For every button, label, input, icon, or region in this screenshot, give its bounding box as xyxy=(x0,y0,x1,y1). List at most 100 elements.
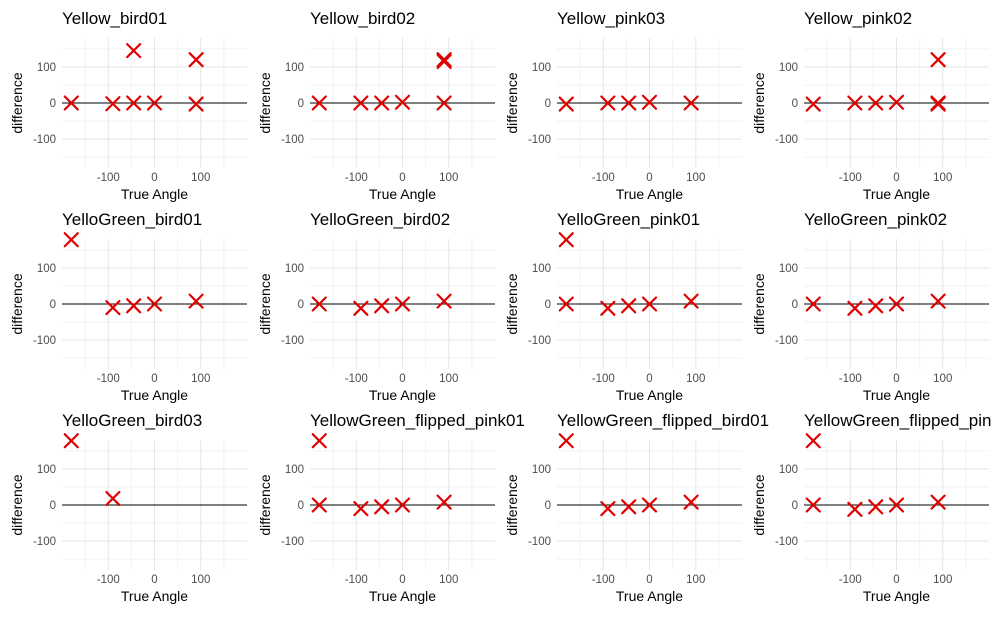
x-tick-label: 100 xyxy=(191,172,210,184)
data-point-x-mark xyxy=(374,298,390,314)
data-point-x-mark xyxy=(600,95,616,111)
chart-title: Yellow_pink02 xyxy=(804,9,912,28)
data-point-x-mark xyxy=(558,96,574,112)
data-point-x-mark xyxy=(311,296,327,312)
data-point-x-mark xyxy=(930,95,946,111)
x-tick-label: 0 xyxy=(151,574,157,586)
y-tick-label: 100 xyxy=(37,62,56,74)
data-point-x-mark xyxy=(805,96,821,112)
data-point-x-mark xyxy=(868,499,884,515)
chart-title: Yellow_bird01 xyxy=(62,9,167,28)
y-axis-label: difference xyxy=(751,273,767,334)
data-point-x-mark xyxy=(126,95,142,111)
x-axis-label: True Angle xyxy=(369,186,436,202)
y-axis-label: difference xyxy=(257,474,273,535)
y-tick-label: 0 xyxy=(298,500,304,512)
x-tick-label: 100 xyxy=(439,373,458,385)
y-tick-label: 100 xyxy=(779,263,798,275)
x-tick-label: 0 xyxy=(151,373,157,385)
data-point-x-mark xyxy=(641,94,658,110)
x-tick-label: 100 xyxy=(686,574,705,586)
data-point-x-mark xyxy=(621,298,637,314)
facet-panel: YellowGreen_flipped_pink01 -100 0 100 -100 0 1… xyxy=(257,411,525,604)
data-point-x-mark xyxy=(436,53,452,70)
x-tick-label: 0 xyxy=(151,172,157,184)
y-tick-label: 100 xyxy=(779,464,798,476)
x-tick-label: -100 xyxy=(97,574,120,586)
y-tick-label: -100 xyxy=(281,536,304,548)
data-point-x-mark xyxy=(188,96,204,112)
chart-title: YelloGreen_bird02 xyxy=(310,210,450,229)
y-tick-label: 100 xyxy=(285,464,304,476)
y-tick-label: 100 xyxy=(532,263,551,275)
y-axis-label: difference xyxy=(9,72,25,133)
data-point-x-mark xyxy=(930,293,946,309)
data-point-x-mark xyxy=(930,494,946,510)
x-axis-label: True Angle xyxy=(863,588,930,604)
data-point-x-mark xyxy=(105,96,121,112)
x-tick-label: -100 xyxy=(345,574,368,586)
x-tick-label: 100 xyxy=(686,373,705,385)
y-axis-label: difference xyxy=(751,474,767,535)
x-tick-label: -100 xyxy=(592,373,615,385)
data-point-x-mark xyxy=(805,433,821,449)
chart-title: YelloGreen_bird01 xyxy=(62,210,202,229)
y-tick-label: 100 xyxy=(532,464,551,476)
x-tick-label: 0 xyxy=(646,574,652,586)
y-tick-label: 100 xyxy=(779,62,798,74)
y-tick-label: 0 xyxy=(792,299,798,311)
x-axis-label: True Angle xyxy=(369,387,436,403)
y-axis-label: difference xyxy=(9,273,25,334)
y-tick-label: -100 xyxy=(33,134,56,146)
data-point-x-mark xyxy=(394,497,411,513)
data-point-x-mark xyxy=(394,296,411,312)
data-point-x-mark xyxy=(847,300,863,316)
x-tick-label: 100 xyxy=(933,373,952,385)
y-tick-label: -100 xyxy=(775,134,798,146)
x-tick-label: -100 xyxy=(345,172,368,184)
data-point-x-mark xyxy=(868,95,884,111)
chart-title: YelloGreen_bird03 xyxy=(62,411,202,430)
data-point-x-mark xyxy=(311,95,327,111)
x-tick-label: 0 xyxy=(893,373,899,385)
chart-title: YelloGreen_pink01 xyxy=(557,210,700,229)
data-point-x-mark xyxy=(558,232,574,248)
x-tick-label: 100 xyxy=(439,574,458,586)
y-axis-label: difference xyxy=(9,474,25,535)
data-point-x-mark xyxy=(126,298,142,314)
data-point-x-mark xyxy=(63,433,79,449)
chart-title: YellowGreen_flipped_bird01 xyxy=(557,411,769,430)
chart-title: YellowGreen_flipped_pin xyxy=(804,411,991,430)
data-point-x-mark xyxy=(105,300,121,316)
y-tick-label: 0 xyxy=(50,500,56,512)
data-point-x-mark xyxy=(558,296,574,312)
facet-panel: YellowGreen_flipped_pin-100 0 100-1000100T… xyxy=(751,411,991,604)
y-tick-label: -100 xyxy=(528,536,551,548)
y-tick-label: 0 xyxy=(792,98,798,110)
y-tick-label: 0 xyxy=(792,500,798,512)
chart-title: YelloGreen_pink02 xyxy=(804,210,947,229)
x-axis-label: True Angle xyxy=(121,588,188,604)
x-tick-label: -100 xyxy=(592,574,615,586)
data-point-x-mark xyxy=(146,95,163,111)
x-axis-label: True Angle xyxy=(863,387,930,403)
x-axis-label: True Angle xyxy=(616,186,683,202)
x-axis-label: True Angle xyxy=(369,588,436,604)
data-point-x-mark xyxy=(436,494,452,510)
x-axis-label: True Angle xyxy=(616,588,683,604)
data-point-x-mark xyxy=(621,95,637,111)
y-tick-label: -100 xyxy=(33,335,56,347)
facet-panel: YellowGreen_flipped_bird01 -100 0 100 -100 0 1… xyxy=(504,411,769,604)
chart-title: Yellow_bird02 xyxy=(310,9,415,28)
y-tick-label: -100 xyxy=(33,536,56,548)
y-tick-label: -100 xyxy=(281,335,304,347)
y-tick-label: 0 xyxy=(545,500,551,512)
data-point-x-mark xyxy=(188,52,204,68)
y-tick-label: 0 xyxy=(50,98,56,110)
